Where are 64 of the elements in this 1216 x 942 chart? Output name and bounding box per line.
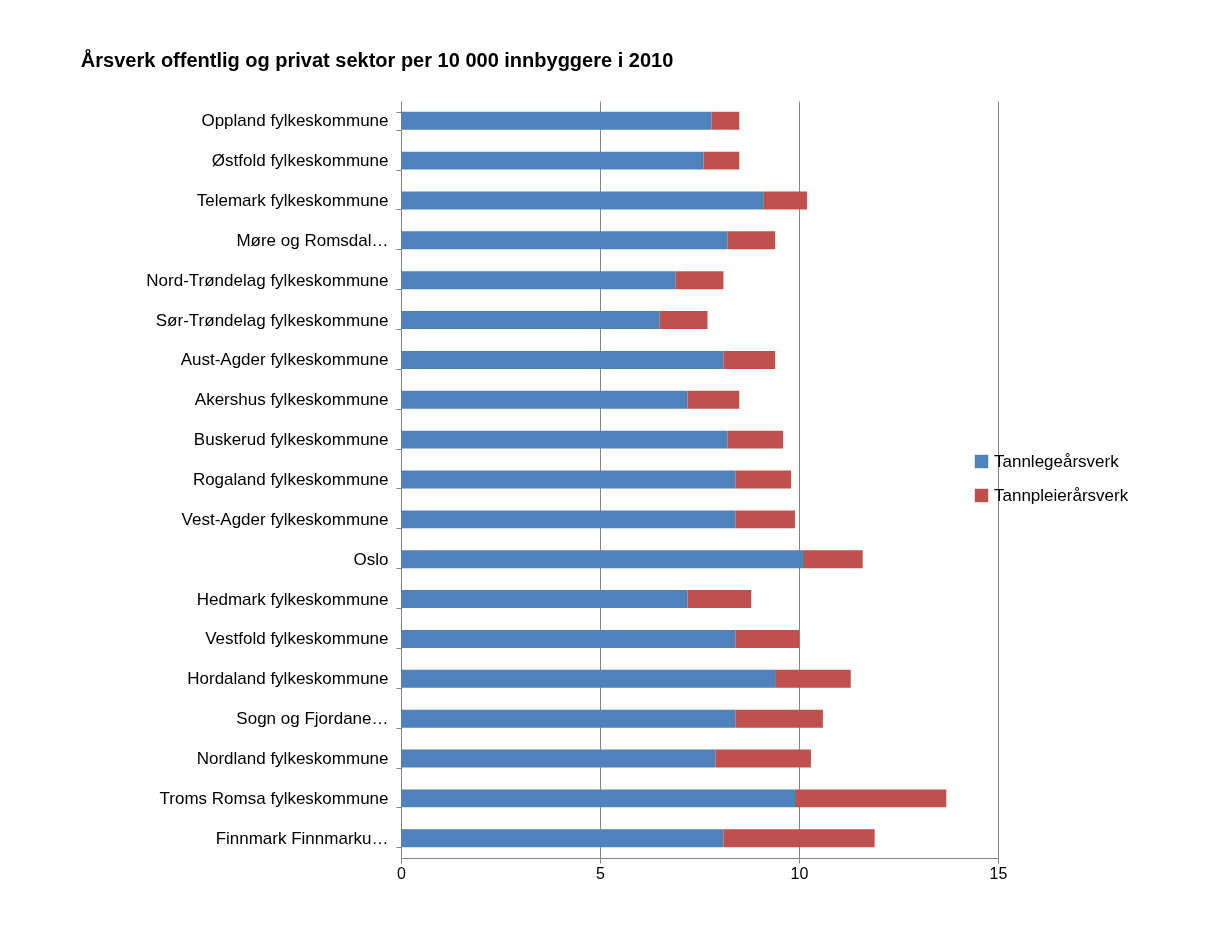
x-tick-label: 10 xyxy=(790,864,809,882)
bar xyxy=(401,191,764,210)
legend-label: Tannlegeårsverk xyxy=(994,451,1120,471)
x-tick-label: 0 xyxy=(397,864,407,882)
y-tick-label: Buskerud fylkeskommune xyxy=(193,430,389,450)
y-tick-label: Oppland fylkeskommune xyxy=(201,111,389,131)
bar xyxy=(703,151,740,170)
bar xyxy=(401,350,724,369)
bar xyxy=(401,709,736,728)
bar xyxy=(401,550,803,569)
x-tick-label: 5 xyxy=(596,864,606,882)
y-tick-label: Østfold fylkeskommune xyxy=(211,151,389,171)
bar xyxy=(401,669,776,688)
bar xyxy=(401,590,688,609)
bar xyxy=(795,789,947,808)
y-tick-label: Sogn og Fjordane… xyxy=(236,709,389,729)
bar xyxy=(735,709,823,728)
y-tick-label: Rogaland fylkeskommune xyxy=(192,470,389,489)
bar xyxy=(401,470,736,489)
y-tick-label: Aust-Agder fylkeskommune xyxy=(180,350,389,370)
bar xyxy=(401,829,724,848)
y-tick-label: Vest-Agder fylkeskommune xyxy=(181,509,389,529)
y-tick-label: Oslo xyxy=(353,549,389,569)
y-tick-label: Vestfold fylkeskommune xyxy=(205,629,389,649)
bar xyxy=(775,669,851,688)
bar xyxy=(727,231,776,250)
bar xyxy=(715,749,811,768)
y-tick-label: Finnmark Finnmarku… xyxy=(215,828,389,848)
bar xyxy=(735,629,799,648)
y-tick-label: Telemark fylkeskommune xyxy=(196,190,389,210)
y-tick-label: Nordland fylkeskommune xyxy=(196,749,389,769)
bar xyxy=(401,231,728,250)
bar xyxy=(401,789,796,808)
y-tick-label: Hordaland fylkeskommune xyxy=(187,669,389,689)
bar xyxy=(401,271,676,290)
bar xyxy=(401,629,736,648)
y-tick-label: Troms Romsa fylkeskommune xyxy=(159,788,389,808)
bar xyxy=(659,311,708,330)
bar xyxy=(401,749,716,768)
bar xyxy=(401,430,728,449)
bar xyxy=(763,191,807,210)
bar xyxy=(401,111,712,130)
bar xyxy=(401,311,660,330)
y-tick-label: Hedmark fylkeskommune xyxy=(196,589,389,609)
x-tick-label: 15 xyxy=(989,864,1008,882)
bar xyxy=(735,510,796,529)
y-tick-label: Sør-Trøndelag fylkeskommune xyxy=(155,310,389,330)
bar xyxy=(727,430,784,449)
bar xyxy=(401,510,736,529)
chart-title: Årsverk offentlig og privat sektor per 10 000 innbyggere i 2010 xyxy=(80,48,674,71)
bar xyxy=(687,390,740,409)
legend-label: Tannpleierårsverk xyxy=(994,485,1129,505)
y-tick-label: Akershus fylkeskommune xyxy=(194,390,389,410)
y-tick-label: Nord-Trøndelag fylkeskommune xyxy=(146,270,389,290)
bar xyxy=(711,111,740,130)
bar xyxy=(401,390,688,409)
bar xyxy=(675,271,724,290)
y-tick-label: Møre og Romsdal… xyxy=(236,230,389,250)
bar xyxy=(687,590,752,609)
bar xyxy=(723,829,875,848)
bar xyxy=(723,350,776,369)
bar xyxy=(802,550,863,569)
bar xyxy=(735,470,792,489)
bar xyxy=(401,151,704,170)
